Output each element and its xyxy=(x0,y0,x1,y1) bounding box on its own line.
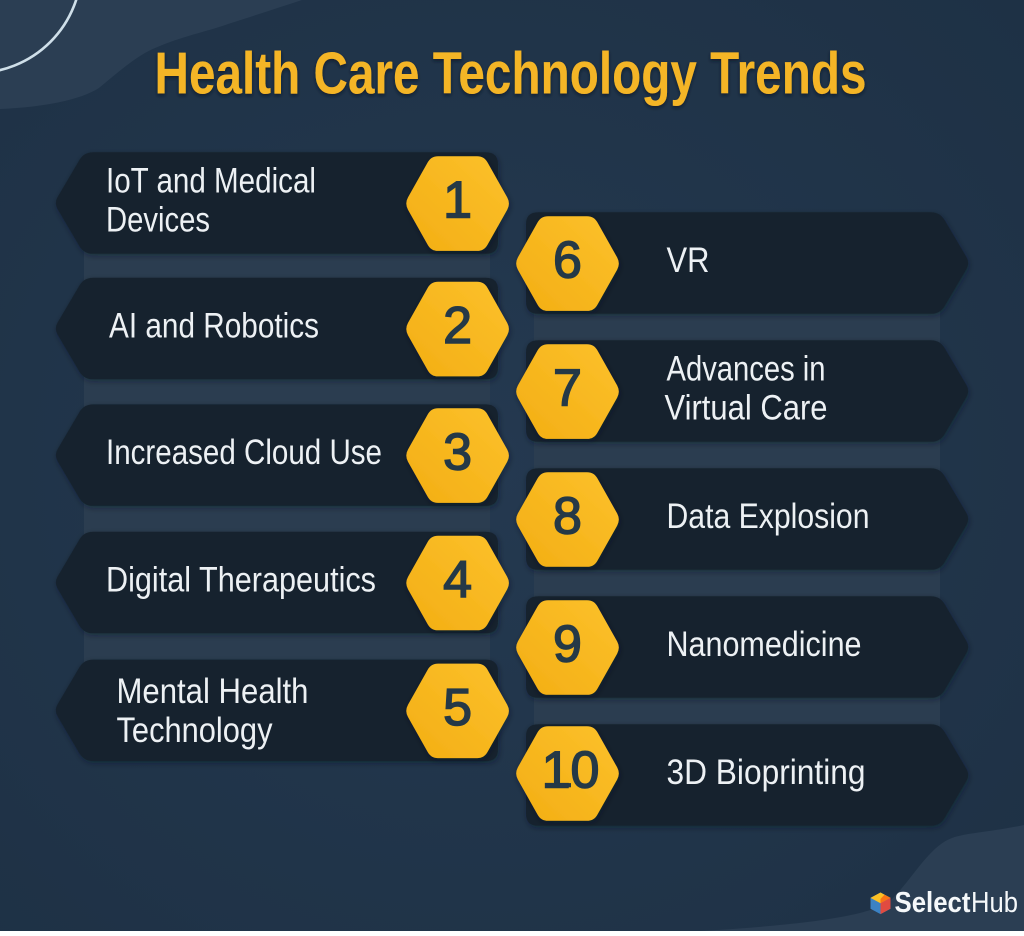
svg-text:8: 8 xyxy=(553,487,582,545)
svg-text:6: 6 xyxy=(553,231,582,289)
svg-text:Nanomedicine: Nanomedicine xyxy=(667,624,862,664)
svg-text:Increased Cloud Use: Increased Cloud Use xyxy=(106,432,382,472)
svg-text:7: 7 xyxy=(553,359,582,417)
svg-text:3: 3 xyxy=(443,424,472,482)
svg-text:Mental Health: Mental Health xyxy=(117,671,309,711)
svg-text:3D Bioprinting: 3D Bioprinting xyxy=(667,752,866,792)
svg-text:Select: Select xyxy=(895,887,971,919)
svg-text:Health Care Technology Trends: Health Care Technology Trends xyxy=(155,41,867,107)
svg-text:Advances in: Advances in xyxy=(667,349,826,389)
svg-text:Virtual Care: Virtual Care xyxy=(665,388,828,428)
svg-text:2: 2 xyxy=(443,297,472,355)
svg-text:10: 10 xyxy=(542,741,600,799)
svg-text:VR: VR xyxy=(667,240,710,280)
svg-text:9: 9 xyxy=(553,615,582,673)
svg-text:Technology: Technology xyxy=(117,710,273,750)
svg-text:1: 1 xyxy=(443,172,472,230)
svg-text:Digital Therapeutics: Digital Therapeutics xyxy=(106,560,376,600)
svg-text:Hub: Hub xyxy=(971,887,1018,919)
svg-text:Data Explosion: Data Explosion xyxy=(667,496,870,536)
svg-text:AI and Robotics: AI and Robotics xyxy=(109,306,319,346)
svg-text:5: 5 xyxy=(443,679,472,737)
svg-text:Devices: Devices xyxy=(106,200,210,240)
svg-text:4: 4 xyxy=(443,551,472,609)
svg-text:IoT and Medical: IoT and Medical xyxy=(106,161,316,201)
